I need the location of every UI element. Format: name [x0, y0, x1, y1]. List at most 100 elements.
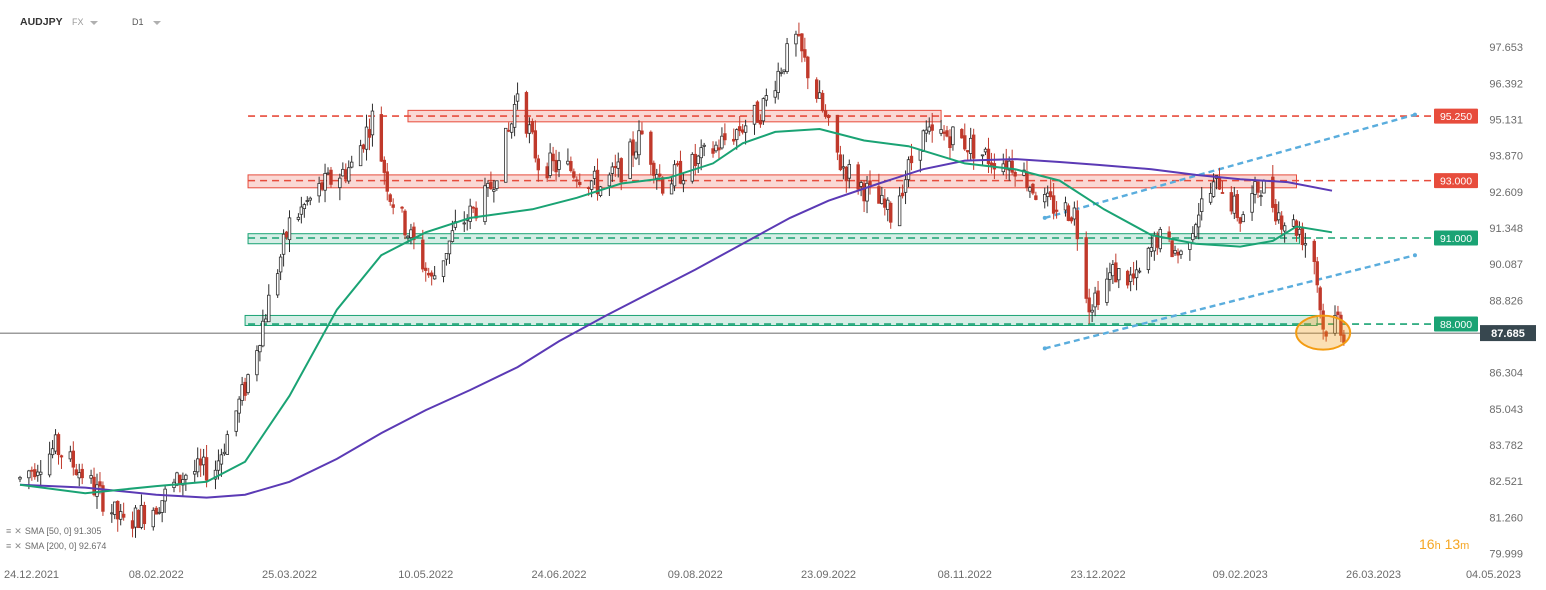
y-axis-tick-label: 92.609 — [1489, 187, 1523, 199]
candle-body — [1043, 193, 1047, 203]
candle-body — [1046, 192, 1050, 197]
candle-body — [1238, 217, 1242, 224]
candle-body — [800, 33, 804, 52]
candle-body — [924, 129, 928, 134]
y-axis-tick-label: 81.260 — [1489, 512, 1523, 524]
candle-body — [868, 180, 872, 186]
candle-body — [637, 130, 641, 156]
candle-body — [1075, 210, 1080, 240]
market-dropdown-icon[interactable] — [90, 21, 98, 25]
market-label[interactable]: FX — [72, 17, 84, 27]
candle-body — [320, 182, 324, 190]
candle-body — [385, 171, 389, 192]
candle-body — [308, 197, 312, 201]
candle-body — [794, 33, 798, 45]
candle-body — [803, 49, 807, 58]
candle-body — [198, 458, 203, 466]
candle-body — [27, 470, 31, 479]
y-axis-tick-label: 88.826 — [1489, 295, 1523, 307]
candle-body — [1241, 214, 1245, 223]
candle-body — [237, 398, 241, 414]
candle-body — [1158, 229, 1162, 250]
candle-body — [669, 183, 674, 195]
candle-body — [1321, 310, 1325, 330]
candle-body — [903, 179, 908, 193]
candle-body — [299, 206, 304, 215]
menu-icon[interactable]: ≡ — [6, 541, 12, 551]
timeframe-dropdown-icon[interactable] — [153, 21, 161, 25]
candle-body — [699, 147, 703, 159]
level-price-tag — [1434, 173, 1478, 189]
candle-body — [261, 320, 265, 347]
candle-body — [160, 500, 164, 513]
candle-body — [1176, 251, 1180, 256]
candle-body — [255, 350, 259, 376]
candle-body — [732, 138, 736, 142]
close-icon[interactable]: ✕ — [14, 526, 22, 536]
candle-body — [441, 260, 446, 277]
close-icon[interactable]: ✕ — [14, 541, 22, 551]
candle-body — [56, 434, 61, 456]
candle-body — [592, 170, 597, 179]
candle-body — [347, 167, 351, 182]
candle-body — [963, 135, 967, 150]
candle-body — [1125, 270, 1130, 286]
legend-sma200[interactable]: ≡ ✕ SMA [200, 0] 92.674 — [6, 541, 106, 552]
candle-body — [595, 169, 600, 195]
candle-body — [859, 182, 863, 187]
timer-minutes-unit: m — [1460, 540, 1470, 552]
candle-body — [1051, 195, 1056, 214]
candle-body — [702, 144, 706, 147]
legend-sma50[interactable]: ≡ ✕ SMA [50, 0] 91.305 — [6, 526, 101, 537]
candle-body — [1025, 171, 1029, 189]
candle-body — [720, 135, 724, 149]
candle-body — [980, 154, 985, 157]
channel-anchor — [1042, 215, 1047, 220]
timeframe-label[interactable]: D1 — [132, 17, 144, 27]
candle-body — [1259, 195, 1263, 198]
candle-body — [74, 469, 78, 476]
x-axis-tick-label: 23.12.2022 — [1071, 569, 1126, 581]
candle-body — [616, 161, 620, 169]
candle-body — [610, 166, 615, 174]
y-axis-tick-label: 83.782 — [1489, 440, 1523, 452]
candle-body — [421, 239, 425, 270]
candle-body — [409, 229, 413, 239]
candle-body — [1250, 193, 1254, 213]
candle-body — [755, 101, 760, 123]
candle-body — [113, 501, 117, 515]
symbol-label[interactable]: AUDJPY — [20, 16, 63, 28]
candle-body — [764, 95, 769, 101]
candle-body — [1300, 226, 1305, 246]
candle-body — [157, 511, 161, 514]
x-axis-tick-label: 26.03.2023 — [1346, 569, 1401, 581]
candle-body — [1339, 314, 1343, 336]
candle-body — [204, 457, 209, 481]
candle-body — [219, 454, 224, 465]
x-axis-tick-label: 04.05.2023 — [1466, 569, 1521, 581]
candle-body — [350, 161, 354, 168]
channel-line — [1044, 113, 1416, 220]
candle-body — [527, 124, 532, 134]
candle-body — [1096, 290, 1100, 306]
x-axis-tick-label: 24.06.2022 — [531, 569, 586, 581]
candle-body — [329, 169, 333, 185]
candle-countdown: 16h 13m — [1419, 536, 1469, 552]
candle-body — [1114, 262, 1118, 283]
candle-body — [432, 275, 437, 280]
candle-body — [118, 511, 123, 520]
candle-body — [151, 509, 155, 528]
candle-body — [317, 183, 321, 197]
candle-body — [566, 160, 570, 165]
level-price-tag — [1434, 108, 1478, 124]
candle-body — [77, 472, 81, 479]
candle-body — [447, 240, 452, 255]
channel-line — [1044, 254, 1416, 350]
candle-body — [116, 500, 120, 520]
candle-body — [889, 202, 893, 223]
candle-body — [512, 104, 517, 128]
candle-body — [1194, 224, 1198, 238]
candle-body — [548, 152, 552, 176]
menu-icon[interactable]: ≡ — [6, 526, 12, 536]
